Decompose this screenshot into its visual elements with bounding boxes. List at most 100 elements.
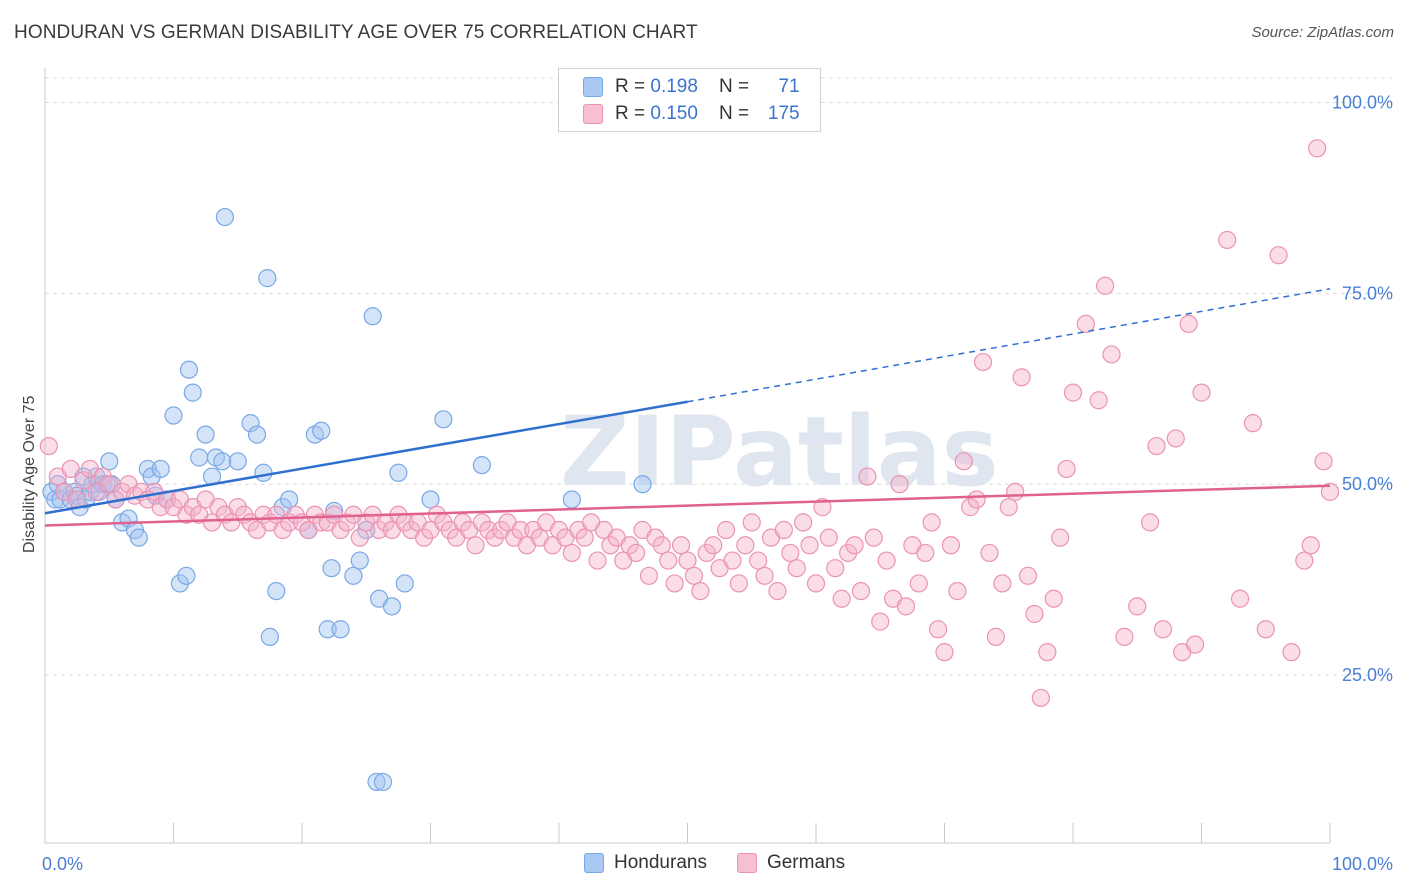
data-point: [389, 463, 408, 482]
data-point: [896, 597, 916, 616]
legend-label-germans: Germans: [766, 852, 846, 873]
data-point: [322, 559, 341, 578]
data-point: [1140, 513, 1160, 532]
data-point: [129, 528, 148, 547]
data-point: [350, 528, 369, 547]
data-point: [729, 574, 749, 593]
y-tick-labels: 25.0% 50.0% 75.0% 100.0%: [1332, 93, 1393, 686]
data-point: [562, 490, 581, 509]
data-point: [511, 520, 530, 540]
data-point: [1243, 414, 1263, 433]
data-point: [485, 528, 504, 547]
data-point: [697, 543, 716, 563]
data-point: [755, 566, 774, 585]
legend-swatch-hondurans: [583, 77, 603, 97]
data-point: [1038, 643, 1057, 662]
legend-n-label: N =: [718, 76, 750, 97]
data-point: [151, 498, 170, 517]
data-point: [1128, 597, 1147, 616]
data-point: [826, 559, 845, 578]
data-point: [472, 513, 491, 532]
data-point: [39, 436, 58, 456]
data-point: [1063, 383, 1083, 402]
x-tick-label: 0.0%: [42, 854, 83, 874]
data-point: [241, 414, 260, 433]
data-point: [704, 536, 723, 555]
data-point: [986, 627, 1006, 646]
data-point: [575, 528, 594, 547]
data-point: [646, 528, 665, 547]
data-point: [993, 574, 1012, 593]
data-point: [357, 520, 376, 540]
data-point: [74, 471, 93, 490]
data-point: [948, 581, 967, 601]
data-point: [774, 520, 793, 540]
data-point: [350, 551, 369, 570]
data-point: [851, 581, 871, 601]
data-point: [61, 459, 80, 479]
data-point: [183, 383, 202, 402]
data-point: [1089, 391, 1108, 410]
data-point: [954, 452, 973, 471]
data-point: [832, 589, 851, 608]
data-points: [39, 139, 1340, 792]
data-point: [935, 643, 954, 662]
legend-n-label: N =: [718, 103, 750, 124]
y-tick-label: 75.0%: [1342, 283, 1393, 303]
data-point: [890, 475, 909, 494]
data-point: [678, 551, 697, 570]
data-point: [209, 498, 228, 517]
stats-legend: R = 0.198 N = 71 R = 0.150 N = 175: [558, 68, 821, 132]
data-point: [800, 536, 819, 555]
data-point: [1192, 383, 1211, 402]
gridlines: [45, 77, 1392, 676]
data-point: [331, 520, 350, 540]
data-point: [845, 536, 864, 555]
data-point: [1269, 246, 1288, 265]
data-point: [1185, 635, 1205, 654]
data-point: [260, 627, 279, 646]
legend-row-hondurans: R = 0.198 N = 71: [583, 75, 800, 99]
data-point: [151, 459, 170, 479]
data-point: [781, 543, 800, 563]
series-hondurans: [42, 207, 652, 792]
data-point: [337, 513, 357, 532]
data-point: [742, 513, 761, 532]
data-point: [363, 307, 382, 326]
data-point: [909, 574, 928, 593]
data-point: [1153, 620, 1173, 639]
data-point: [395, 574, 414, 593]
series-germans: [39, 139, 1340, 708]
data-point: [806, 574, 826, 593]
data-point: [877, 551, 896, 570]
legend-item-germans[interactable]: Germans: [736, 852, 846, 874]
data-point: [633, 475, 652, 494]
legend-label-hondurans: Hondurans: [614, 852, 707, 873]
axes: [44, 68, 1331, 844]
data-point: [414, 528, 434, 547]
data-point: [479, 520, 498, 540]
data-point: [258, 269, 277, 288]
data-point: [967, 490, 986, 509]
data-point: [1282, 643, 1301, 662]
data-point: [1147, 436, 1166, 456]
data-point: [1314, 452, 1333, 471]
legend-item-hondurans[interactable]: Hondurans: [584, 852, 707, 874]
data-point: [684, 566, 704, 585]
legend-row-germans: R = 0.150 N = 175: [583, 102, 800, 126]
data-point: [228, 452, 247, 471]
data-point: [331, 620, 350, 639]
data-point: [999, 498, 1018, 517]
x-tick-label: 100.0%: [1332, 854, 1393, 874]
data-point: [280, 490, 299, 509]
data-point: [100, 452, 119, 471]
data-point: [961, 498, 980, 517]
data-point: [177, 505, 196, 524]
chart-title: HONDURAN VS GERMAN DISABILITY AGE OVER 7…: [14, 22, 698, 43]
data-point: [373, 772, 393, 792]
data-point: [839, 543, 858, 563]
data-point: [858, 467, 877, 486]
data-point: [1102, 345, 1121, 364]
series-legend: Hondurans Germans: [584, 852, 875, 874]
data-point: [941, 536, 961, 555]
